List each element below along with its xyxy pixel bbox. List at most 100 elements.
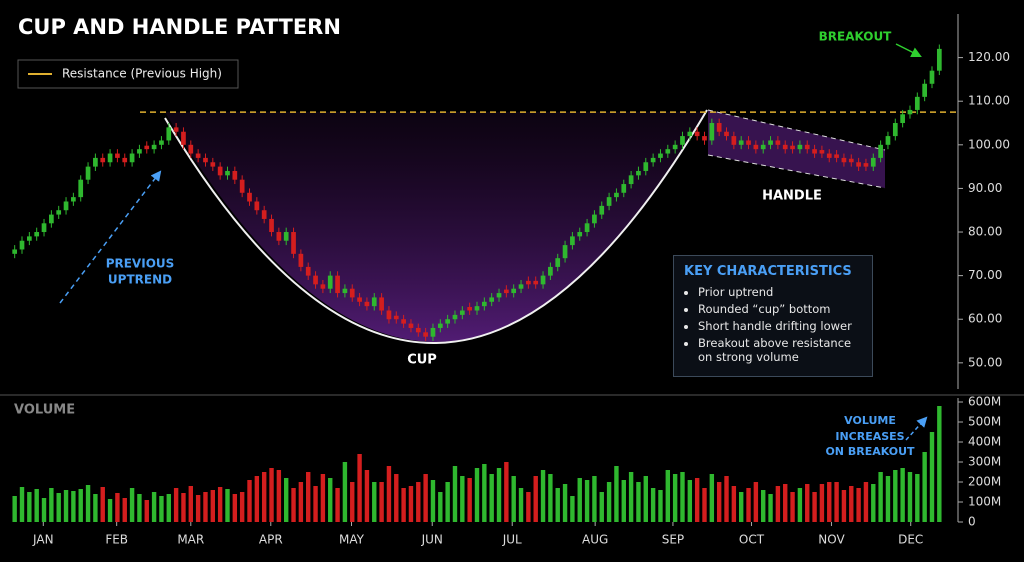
candle-body xyxy=(371,297,377,307)
volume-bar xyxy=(577,478,582,522)
volume-bar xyxy=(672,474,678,522)
candle-body xyxy=(56,210,62,215)
candle-body xyxy=(548,266,553,276)
candle-body xyxy=(313,275,318,285)
y-tick-label: 120.00 xyxy=(968,50,1010,64)
candle-body xyxy=(100,157,106,163)
candle-body xyxy=(481,301,487,307)
legend xyxy=(17,59,239,89)
key-list: Prior uptrend Rounded “cup” bottom Short h… xyxy=(684,285,862,364)
y-tick-label: 100M xyxy=(968,495,1001,509)
candle-body xyxy=(107,153,113,163)
candle-body xyxy=(680,136,685,145)
candle-body xyxy=(159,140,164,145)
volume-bar xyxy=(269,468,274,522)
x-tick-label: SEP xyxy=(662,533,684,547)
candle-body xyxy=(665,149,671,154)
candle-body xyxy=(848,158,854,163)
volume-bar xyxy=(401,488,406,522)
volume-bar xyxy=(907,472,913,522)
candle-body xyxy=(49,214,54,224)
candle-body xyxy=(753,144,759,150)
volume-bar xyxy=(56,493,61,522)
volume-bar xyxy=(276,470,282,522)
candle-body xyxy=(34,232,40,237)
candle-body xyxy=(885,136,891,145)
candle-body xyxy=(430,327,436,337)
candle-body xyxy=(137,149,142,154)
y-tick-label: 80.00 xyxy=(968,225,1002,239)
volume-bar xyxy=(628,472,634,522)
candle-body xyxy=(562,245,568,259)
candle-body xyxy=(173,127,179,132)
volume-bar xyxy=(893,470,898,522)
candle-body xyxy=(26,236,32,241)
candle-body xyxy=(41,223,47,233)
volume-bar xyxy=(680,472,685,522)
x-tick-label: FEB xyxy=(105,533,128,547)
candle-body xyxy=(819,150,825,154)
annotation: UPTREND xyxy=(108,273,172,287)
candle-body xyxy=(93,157,98,167)
volume-bar xyxy=(49,488,54,522)
key-box: KEY CHARACTERISTICS Prior uptrend Rounded… xyxy=(673,255,873,377)
candle-body xyxy=(914,96,920,110)
candle-body xyxy=(812,149,817,154)
candle-body xyxy=(85,166,91,180)
candle-body xyxy=(900,114,905,124)
volume-bar xyxy=(900,468,905,522)
candle-body xyxy=(298,253,304,267)
volume-bar xyxy=(85,485,91,522)
candle-body xyxy=(349,288,355,298)
volume-bar xyxy=(34,489,39,522)
volume-bar xyxy=(364,470,370,522)
volume-bar xyxy=(107,499,113,522)
volume-bar xyxy=(805,484,810,522)
candle-body xyxy=(782,144,788,150)
volume-bar xyxy=(283,478,289,522)
handle-line xyxy=(707,109,886,151)
volume-bar xyxy=(474,468,480,522)
volume-bar xyxy=(460,476,465,522)
volume-bar xyxy=(709,474,715,522)
x-tick-label: DEC xyxy=(898,533,923,547)
cup-arc xyxy=(164,109,708,344)
candle-body xyxy=(592,214,597,224)
volume-bar xyxy=(19,487,25,522)
volume-bar xyxy=(210,490,216,522)
volume-bar xyxy=(482,464,487,522)
candle-body xyxy=(423,332,428,337)
y-tick-label: 50.00 xyxy=(968,355,1002,369)
candle-body xyxy=(12,249,18,254)
x-tick-label: JUN xyxy=(421,533,443,547)
volume-bar xyxy=(100,487,105,522)
volume-bar xyxy=(746,488,751,522)
candle-body xyxy=(650,157,656,163)
x-tick-label: OCT xyxy=(739,533,765,547)
volume-bar xyxy=(71,491,76,522)
candle-body xyxy=(760,144,766,150)
key-item: Rounded “cup” bottom xyxy=(698,302,862,316)
volume-bar xyxy=(834,482,839,522)
volume-bar xyxy=(643,476,648,522)
volume-bar xyxy=(761,490,766,522)
candle-body xyxy=(408,323,414,328)
candle-body xyxy=(540,275,546,285)
candle-body xyxy=(870,157,876,167)
volume-bar xyxy=(878,472,883,522)
candle-body xyxy=(401,319,406,324)
candle-body xyxy=(78,179,84,198)
candle-body xyxy=(452,314,458,320)
volume-bar xyxy=(562,484,568,522)
volume-bar xyxy=(812,492,817,522)
y-tick-label: 100.00 xyxy=(968,137,1010,151)
volume-bar xyxy=(636,482,641,522)
candle-body xyxy=(195,153,201,158)
volume-bar xyxy=(291,488,296,522)
candle-body xyxy=(181,131,186,145)
candle-body xyxy=(239,179,245,193)
volume-bar xyxy=(122,498,127,522)
y-tick-label: 60.00 xyxy=(968,312,1002,326)
candle-body xyxy=(151,144,157,150)
